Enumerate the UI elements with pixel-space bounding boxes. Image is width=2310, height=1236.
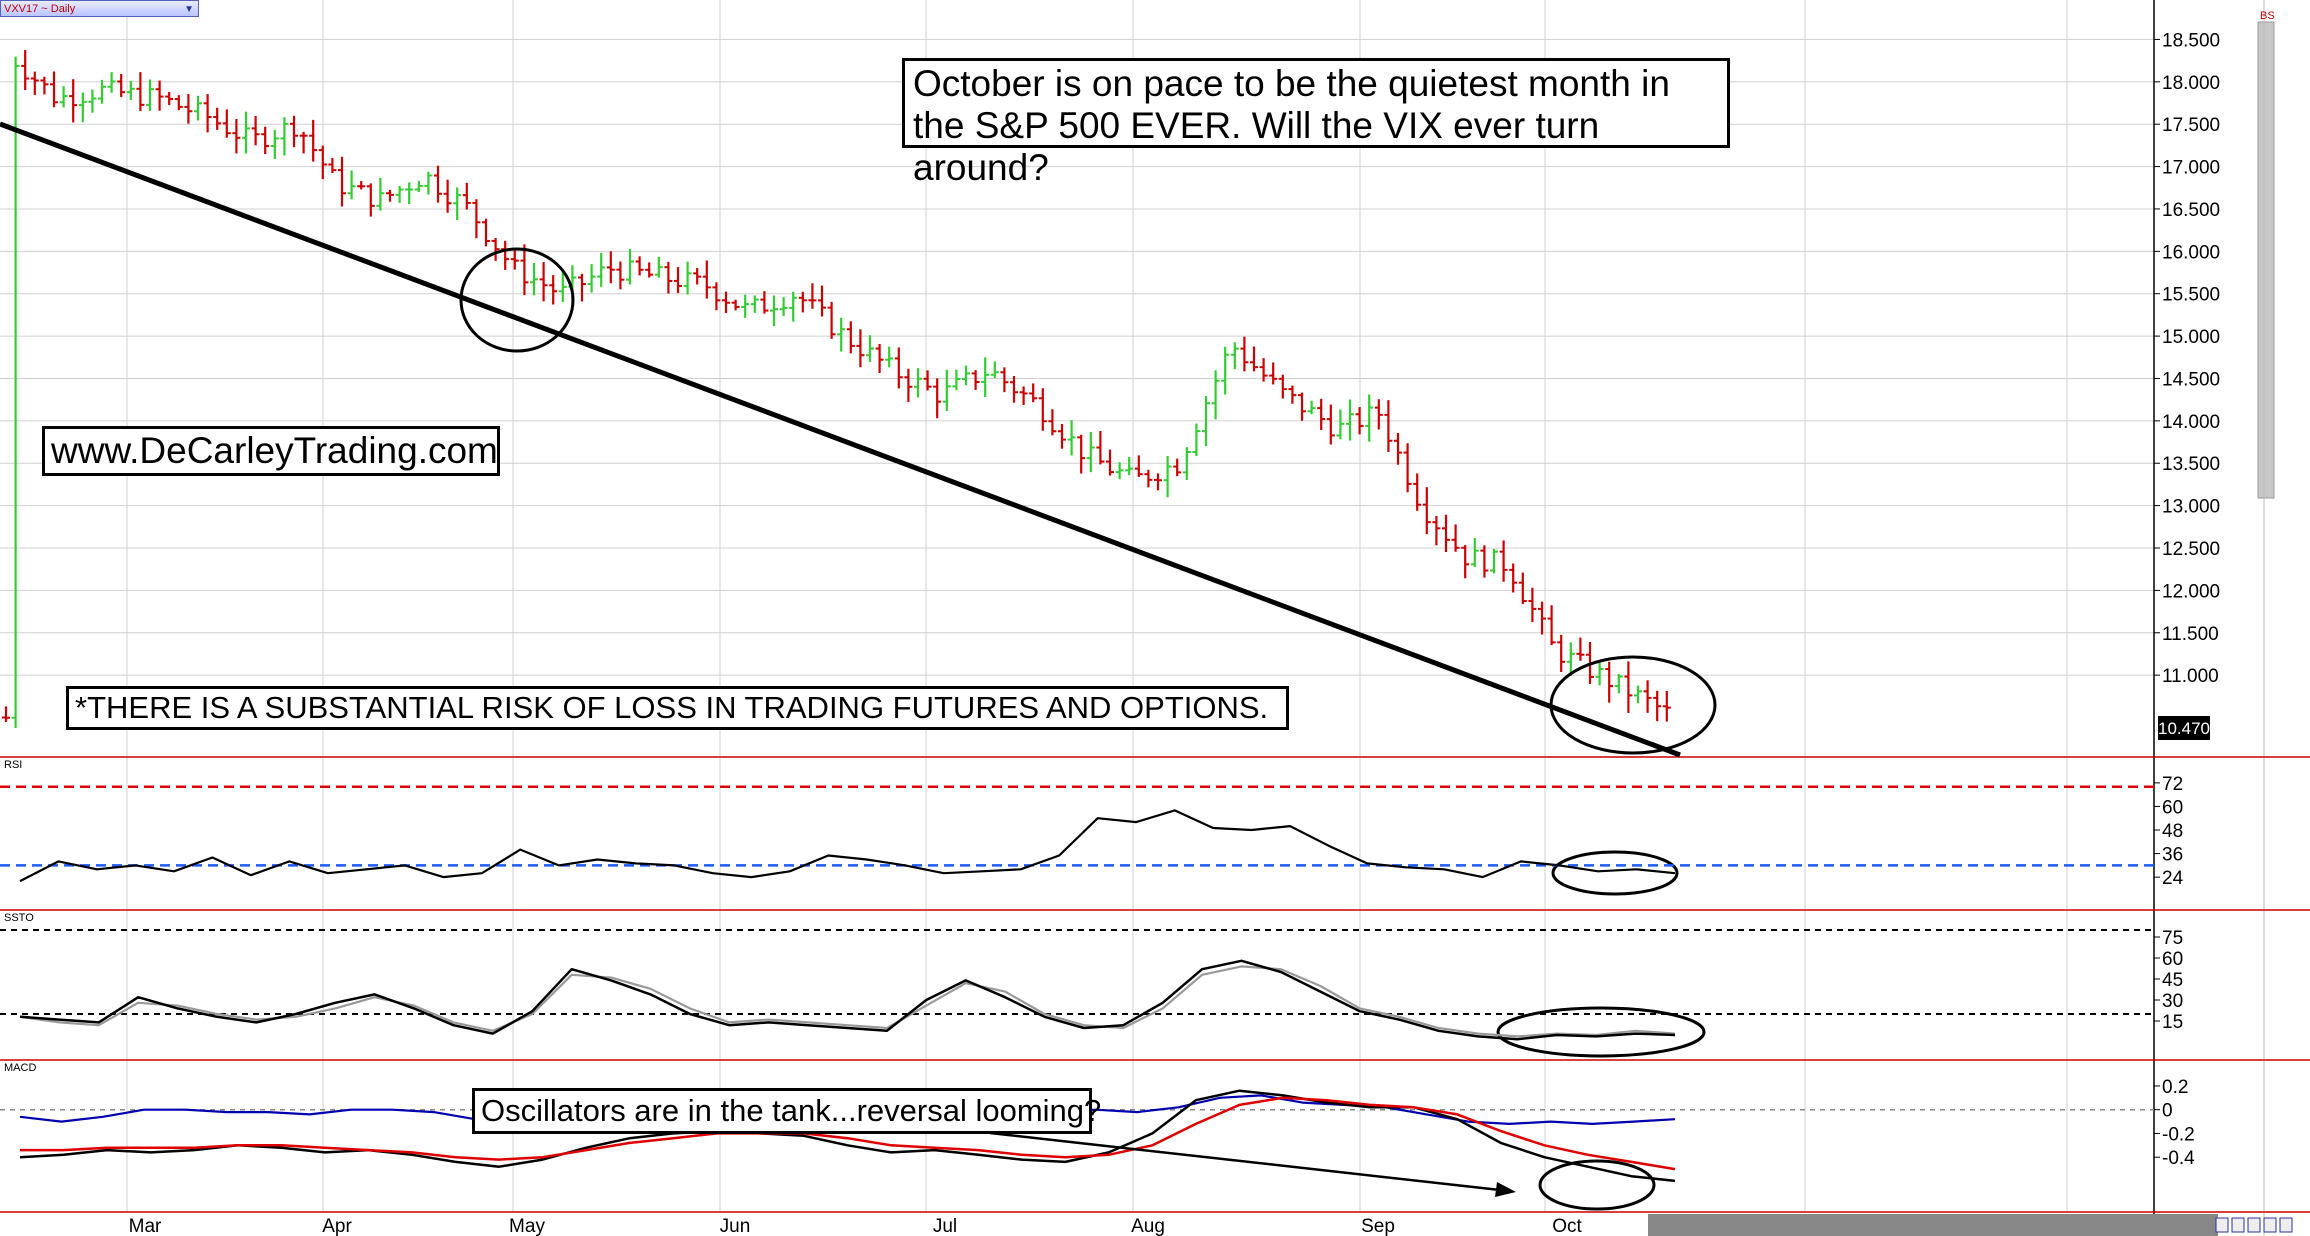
y-tick-label: 0.2 <box>2162 1077 2188 1098</box>
y-tick-label: 0 <box>2162 1101 2173 1122</box>
y-tick-label: 60 <box>2162 949 2183 970</box>
bs-label[interactable]: BS <box>2260 10 2275 22</box>
y-tick-label: 75 <box>2162 928 2183 949</box>
symbol-label: VXV17 ~ Daily <box>4 3 76 15</box>
y-tick-label: 13.000 <box>2162 497 2220 518</box>
rsi-series-0 <box>19 809 1676 883</box>
bottom-buttons <box>2215 1217 2293 1233</box>
y-tick-label: 15.000 <box>2162 327 2220 348</box>
x-tick-label: Mar <box>129 1216 162 1236</box>
gridlines <box>0 0 2154 1212</box>
circle-oct-ssto <box>1496 1006 1706 1058</box>
right-axis <box>2153 0 2275 1236</box>
x-tick-label: Jun <box>720 1216 751 1236</box>
y-tick-label: 18.500 <box>2162 30 2220 51</box>
panel-dividers <box>0 756 2310 1213</box>
nav-button[interactable] <box>2215 1217 2229 1233</box>
y-tick-label: 18.000 <box>2162 73 2220 94</box>
nav-button[interactable] <box>2231 1217 2245 1233</box>
nav-button[interactable] <box>2247 1217 2261 1233</box>
annotation-arrow-head <box>1495 1182 1516 1197</box>
symbol-selector[interactable]: VXV17 ~ Daily ▼ <box>0 0 199 17</box>
x-tick-label: Oct <box>1552 1216 1582 1236</box>
x-tick-label: Sep <box>1361 1216 1395 1236</box>
y-tick-label: 16.500 <box>2162 200 2220 221</box>
risk-disclaimer: *THERE IS A SUBSTANTIAL RISK OF LOSS IN … <box>66 686 1289 730</box>
macd-label: MACD <box>4 1062 37 1074</box>
trendline <box>0 121 1681 758</box>
y-tick-label: 36 <box>2162 845 2183 866</box>
last-price-badge <box>2158 716 2210 740</box>
macd-series-2 <box>20 1096 1676 1171</box>
indicator-levels <box>0 785 2154 1111</box>
y-tick-label: 16.000 <box>2162 242 2220 263</box>
scrollbar-thumb[interactable] <box>2257 21 2275 499</box>
y-tick-label: 30 <box>2162 991 2183 1012</box>
y-tick-label: 14.500 <box>2162 369 2220 390</box>
x-tick-label: Apr <box>322 1216 352 1236</box>
x-tick-label: Jul <box>933 1216 957 1236</box>
annotation-arrow <box>989 1131 1501 1192</box>
price-bars <box>2 49 1671 728</box>
y-tick-label: -0.4 <box>2162 1148 2195 1169</box>
last-price-label: 10.470 <box>2158 719 2210 738</box>
y-tick-label: 15.500 <box>2162 285 2220 306</box>
oscillator-annotation: Oscillators are in the tank...reversal l… <box>472 1088 1101 1134</box>
nav-button[interactable] <box>2279 1217 2293 1233</box>
y-tick-label: 72 <box>2162 774 2183 795</box>
rsi-label: RSI <box>4 759 23 771</box>
circle-oct-price <box>1549 655 1717 755</box>
circle-oct-macd <box>1538 1159 1656 1211</box>
x-tick-label: Aug <box>1131 1216 1165 1236</box>
y-tick-label: 45 <box>2162 970 2183 991</box>
y-tick-label: 11.000 <box>2162 666 2219 687</box>
circle-may <box>459 247 575 353</box>
nav-button[interactable] <box>2263 1217 2277 1233</box>
y-tick-label: 15 <box>2162 1012 2183 1033</box>
y-tick-label: 12.000 <box>2162 581 2220 602</box>
y-tick-label: 60 <box>2162 797 2183 818</box>
y-tick-label: 24 <box>2162 868 2184 889</box>
website-annotation: www.DeCarleyTrading.com <box>42 426 500 476</box>
ssto-series-0 <box>19 965 1676 1038</box>
y-tick-label: -0.2 <box>2162 1124 2195 1145</box>
chevron-down-icon[interactable]: ▼ <box>184 4 194 15</box>
y-tick-label: 17.500 <box>2162 115 2220 136</box>
y-tick-label: 11.500 <box>2162 624 2219 645</box>
y-tick-label: 13.500 <box>2162 454 2220 475</box>
y-tick-label: 17.000 <box>2162 158 2220 179</box>
x-tick-label: May <box>509 1216 545 1236</box>
y-tick-label: 14.000 <box>2162 412 2220 433</box>
circle-oct-rsi <box>1551 850 1679 896</box>
headline-annotation: October is on pace to be the quietest mo… <box>902 58 1730 188</box>
tick-labels: 18.500 18.000 17.500 17.000 16.500 16.000 15.5… <box>2154 30 2220 1169</box>
y-tick-label: 12.500 <box>2162 539 2220 560</box>
ssto-series-1 <box>19 959 1676 1041</box>
scroll-track <box>1648 1214 2218 1236</box>
ssto-label: SSTO <box>4 912 34 924</box>
y-tick-label: 48 <box>2162 821 2183 842</box>
